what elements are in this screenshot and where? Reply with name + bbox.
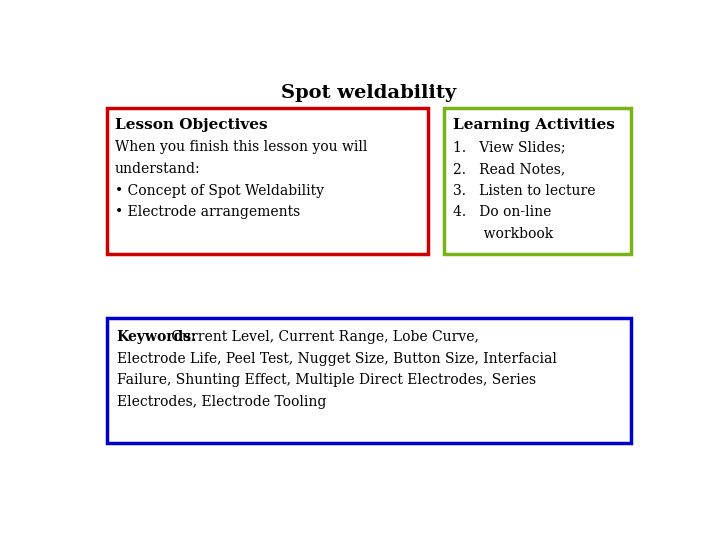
Text: Lesson Objectives: Lesson Objectives <box>115 118 268 132</box>
Text: Electrode Life, Peel Test, Nugget Size, Button Size, Interfacial: Electrode Life, Peel Test, Nugget Size, … <box>117 352 557 366</box>
Text: When you finish this lesson you will: When you finish this lesson you will <box>115 140 367 154</box>
Text: understand:: understand: <box>115 162 201 176</box>
Text: Electrodes, Electrode Tooling: Electrodes, Electrode Tooling <box>117 395 326 409</box>
Text: • Concept of Spot Weldability: • Concept of Spot Weldability <box>115 184 324 198</box>
Text: Spot weldability: Spot weldability <box>282 84 456 102</box>
Text: 1.   View Slides;: 1. View Slides; <box>453 140 565 154</box>
Text: Failure, Shunting Effect, Multiple Direct Electrodes, Series: Failure, Shunting Effect, Multiple Direc… <box>117 373 536 387</box>
Text: 4.   Do on-line: 4. Do on-line <box>453 205 551 219</box>
Text: 3.   Listen to lecture: 3. Listen to lecture <box>453 184 595 198</box>
Text: 2.   Read Notes,: 2. Read Notes, <box>453 162 565 176</box>
Text: Learning Activities: Learning Activities <box>453 118 615 132</box>
FancyBboxPatch shape <box>444 109 631 254</box>
Text: Current Level, Current Range, Lobe Curve,: Current Level, Current Range, Lobe Curve… <box>167 330 479 344</box>
FancyBboxPatch shape <box>107 109 428 254</box>
Text: workbook: workbook <box>453 227 553 241</box>
FancyBboxPatch shape <box>107 319 631 443</box>
Text: Keywords:: Keywords: <box>117 330 197 344</box>
Text: • Electrode arrangements: • Electrode arrangements <box>115 205 300 219</box>
